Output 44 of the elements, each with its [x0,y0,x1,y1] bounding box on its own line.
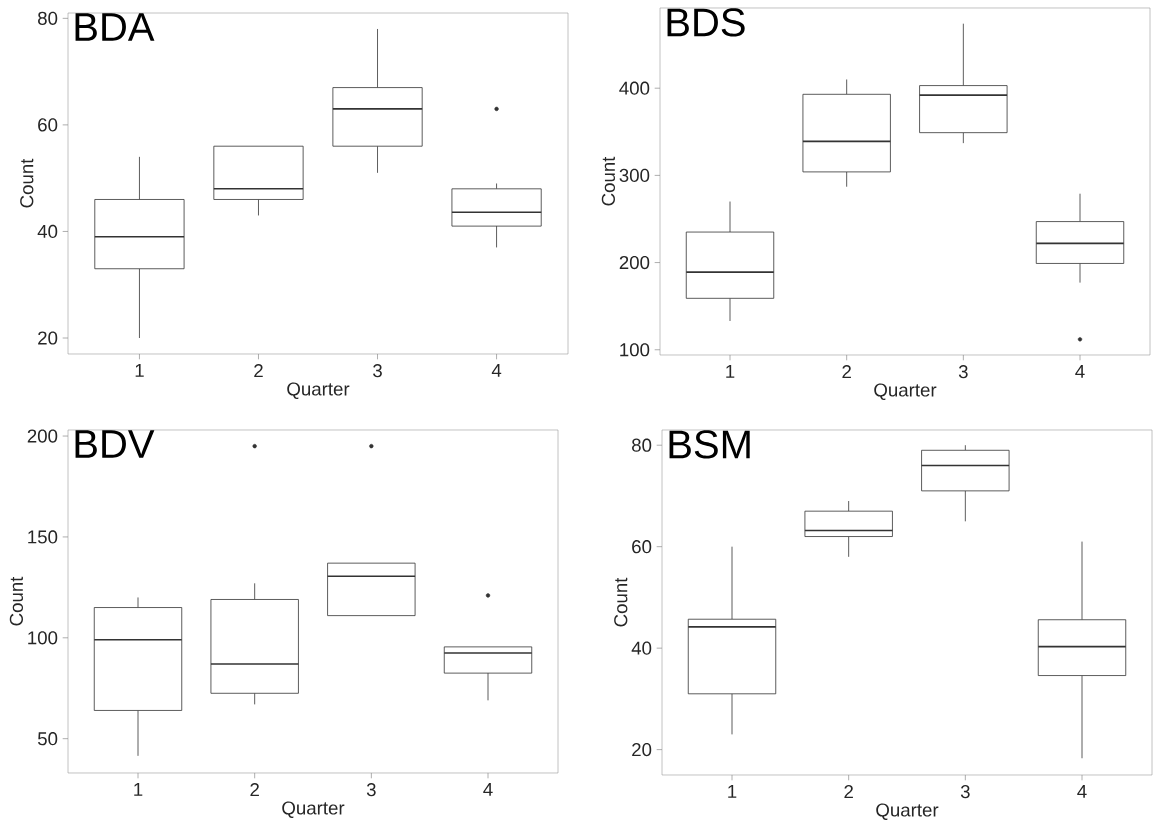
x-axis-title: Quarter [876,803,939,820]
x-tick-label: 2 [254,364,263,378]
y-tick-label: 150 [28,530,58,544]
y-tick-label: 60 [38,118,58,132]
chart-title: BDV [75,430,155,458]
y-tick-label: 200 [619,255,650,270]
y-axis-title: Count [614,577,628,627]
y-tick-label: 60 [632,540,652,554]
y-tick-label: 50 [37,732,58,746]
y-tick-label: 300 [619,168,650,182]
y-axis-title: Count [20,158,34,208]
x-tick-label: 1 [726,365,735,378]
x-axis-title: Quarter [874,383,937,400]
y-tick-label: 80 [632,438,652,452]
y-axis-title: Count [9,576,24,626]
y-tick-label: 80 [38,11,58,25]
x-tick-label: 3 [958,365,968,379]
x-axis-title: Quarter [282,801,345,818]
x-tick-label: 3 [366,783,376,797]
y-tick-label: 400 [619,81,650,95]
x-tick-label: 1 [135,364,144,377]
x-tick-label: 4 [1077,785,1087,798]
y-tick-label: 20 [38,331,58,345]
y-tick-label: 40 [37,224,58,239]
x-tick-label: 2 [842,365,851,379]
y-tick-label: 40 [631,641,652,655]
chart-title: BDA [75,13,155,41]
x-tick-label: 2 [250,783,259,797]
y-tick-label: 100 [28,631,58,645]
x-tick-label: 2 [844,785,853,799]
x-tick-label: 4 [483,783,493,796]
x-tick-label: 4 [1075,365,1085,378]
y-axis-title: Count [601,156,615,206]
x-tick-label: 1 [134,783,143,796]
chart-title: BSM [669,430,750,459]
y-tick-label: 100 [620,343,650,357]
x-tick-label: 1 [728,785,737,798]
chart-title: BDS [667,8,745,37]
y-tick-label: 20 [632,743,652,757]
x-tick-label: 4 [491,364,502,377]
x-tick-label: 3 [960,785,970,799]
x-tick-label: 3 [373,364,382,378]
x-axis-title: Quarter [287,382,350,399]
y-tick-label: 200 [27,429,58,443]
